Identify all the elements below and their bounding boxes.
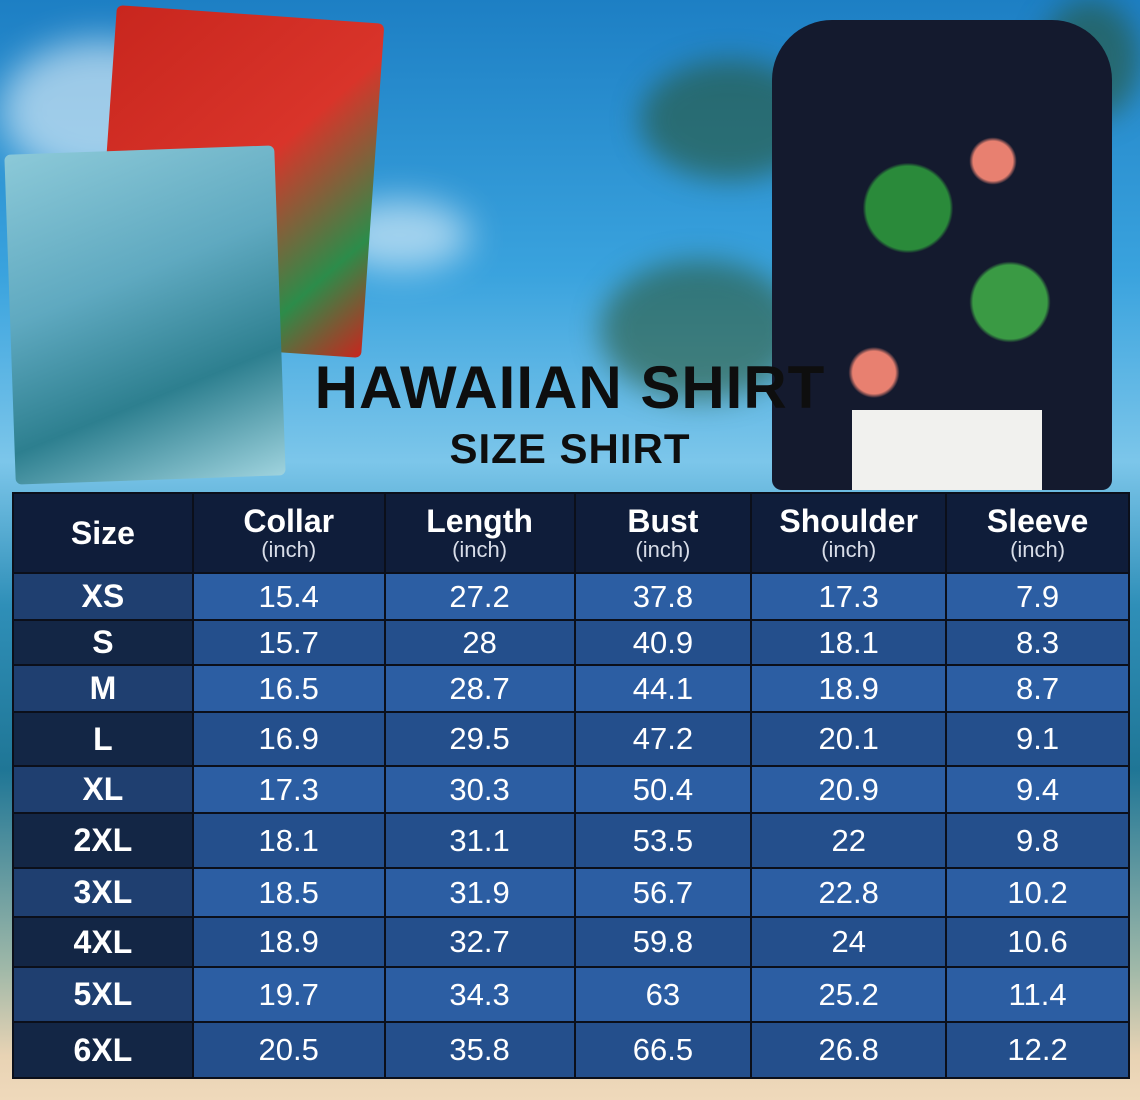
- cell-bust: 44.1: [575, 666, 751, 711]
- cell-sleeve: 10.2: [947, 869, 1128, 916]
- column-label: Bust: [627, 503, 699, 539]
- cell-collar: 19.7: [193, 968, 384, 1021]
- cell-bust: 50.4: [575, 767, 751, 812]
- cell-sleeve: 8.3: [947, 621, 1128, 664]
- cell-length: 29.5: [385, 713, 574, 765]
- column-header-shoulder: Shoulder (inch): [752, 494, 946, 572]
- column-header-collar: Collar (inch): [193, 494, 384, 572]
- column-unit: (inch): [821, 537, 877, 562]
- cell-collar: 20.5: [193, 1023, 384, 1077]
- column-unit: (inch): [261, 537, 317, 562]
- cell-shoulder: 24: [752, 918, 946, 966]
- table-row: 5XL 19.7 34.3 63 25.2 11.4: [14, 968, 1128, 1021]
- size-table: Size Collar (inch) Length (inch) Bust (inch…: [12, 492, 1130, 1079]
- cell-size: XL: [14, 767, 192, 812]
- table-body: XS 15.4 27.2 37.8 17.3 7.9 S 15.7 28 40.9 18.1 8.3 M…: [14, 574, 1128, 1077]
- column-unit: (inch): [635, 537, 691, 562]
- cell-length: 30.3: [385, 767, 574, 812]
- cell-shoulder: 18.9: [752, 666, 946, 711]
- table-row: M 16.5 28.7 44.1 18.9 8.7: [14, 666, 1128, 711]
- cell-length: 27.2: [385, 574, 574, 619]
- cell-sleeve: 8.7: [947, 666, 1128, 711]
- cell-collar: 15.4: [193, 574, 384, 619]
- cell-collar: 17.3: [193, 767, 384, 812]
- model-pants: [852, 410, 1042, 490]
- cell-collar: 18.1: [193, 814, 384, 867]
- cell-size: S: [14, 621, 192, 664]
- cell-collar: 16.9: [193, 713, 384, 765]
- table-row: XS 15.4 27.2 37.8 17.3 7.9: [14, 574, 1128, 619]
- cell-shoulder: 20.9: [752, 767, 946, 812]
- cell-shoulder: 18.1: [752, 621, 946, 664]
- cell-shoulder: 22: [752, 814, 946, 867]
- cell-size: 2XL: [14, 814, 192, 867]
- cell-length: 31.9: [385, 869, 574, 916]
- cell-collar: 16.5: [193, 666, 384, 711]
- table-row: 4XL 18.9 32.7 59.8 24 10.6: [14, 918, 1128, 966]
- cell-sleeve: 11.4: [947, 968, 1128, 1021]
- cell-length: 31.1: [385, 814, 574, 867]
- column-unit: (inch): [452, 537, 508, 562]
- cell-sleeve: 7.9: [947, 574, 1128, 619]
- column-header-sleeve: Sleeve (inch): [947, 494, 1128, 572]
- cell-sleeve: 10.6: [947, 918, 1128, 966]
- column-label: Sleeve: [986, 503, 1089, 539]
- cell-shoulder: 20.1: [752, 713, 946, 765]
- cell-shoulder: 17.3: [752, 574, 946, 619]
- table-row: 3XL 18.5 31.9 56.7 22.8 10.2: [14, 869, 1128, 916]
- page-title: HAWAIIAN SHIRT: [314, 354, 826, 421]
- model-shirt: [772, 20, 1112, 490]
- column-label: Shoulder: [779, 503, 919, 539]
- table-row: L 16.9 29.5 47.2 20.1 9.1: [14, 713, 1128, 765]
- cell-size: 6XL: [14, 1023, 192, 1077]
- column-label: Length: [426, 503, 533, 539]
- cell-bust: 63: [575, 968, 751, 1021]
- cell-length: 32.7: [385, 918, 574, 966]
- cell-size: 4XL: [14, 918, 192, 966]
- cell-bust: 59.8: [575, 918, 751, 966]
- cell-length: 35.8: [385, 1023, 574, 1077]
- cell-bust: 66.5: [575, 1023, 751, 1077]
- column-unit: (inch): [1010, 537, 1066, 562]
- column-header-size: Size: [14, 494, 192, 572]
- table-row: 2XL 18.1 31.1 53.5 22 9.8: [14, 814, 1128, 867]
- cell-sleeve: 12.2: [947, 1023, 1128, 1077]
- page-subtitle: SIZE SHIRT: [449, 425, 691, 472]
- cell-bust: 56.7: [575, 869, 751, 916]
- column-label: Collar: [243, 503, 335, 539]
- cell-bust: 40.9: [575, 621, 751, 664]
- background-palm: [600, 260, 800, 400]
- cell-sleeve: 9.1: [947, 713, 1128, 765]
- cell-length: 28: [385, 621, 574, 664]
- cell-shoulder: 22.8: [752, 869, 946, 916]
- column-label: Size: [70, 515, 135, 551]
- table-row: 6XL 20.5 35.8 66.5 26.8 12.2: [14, 1023, 1128, 1077]
- table-row: S 15.7 28 40.9 18.1 8.3: [14, 621, 1128, 664]
- table-header-row: Size Collar (inch) Length (inch) Bust (inch…: [14, 494, 1128, 572]
- cell-collar: 18.9: [193, 918, 384, 966]
- column-header-bust: Bust (inch): [575, 494, 751, 572]
- cell-size: M: [14, 666, 192, 711]
- cell-size: XS: [14, 574, 192, 619]
- cell-bust: 53.5: [575, 814, 751, 867]
- cell-collar: 15.7: [193, 621, 384, 664]
- column-header-length: Length (inch): [385, 494, 574, 572]
- cell-sleeve: 9.4: [947, 767, 1128, 812]
- cell-length: 34.3: [385, 968, 574, 1021]
- cell-bust: 37.8: [575, 574, 751, 619]
- cell-length: 28.7: [385, 666, 574, 711]
- cell-size: 5XL: [14, 968, 192, 1021]
- cell-shoulder: 25.2: [752, 968, 946, 1021]
- cell-shoulder: 26.8: [752, 1023, 946, 1077]
- cell-bust: 47.2: [575, 713, 751, 765]
- cell-size: L: [14, 713, 192, 765]
- cell-sleeve: 9.8: [947, 814, 1128, 867]
- cell-collar: 18.5: [193, 869, 384, 916]
- table-row: XL 17.3 30.3 50.4 20.9 9.4: [14, 767, 1128, 812]
- cell-size: 3XL: [14, 869, 192, 916]
- model-wearing-flamingo-shirt-image: [752, 0, 1130, 490]
